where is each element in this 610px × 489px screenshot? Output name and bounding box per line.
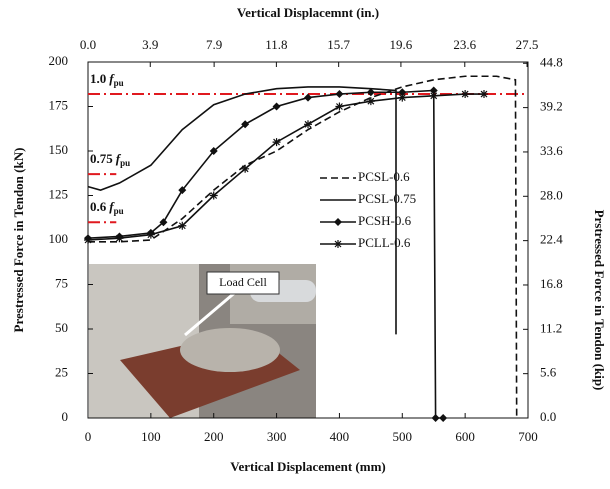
reference-var: f bbox=[109, 71, 115, 86]
reference-label: 1.0 fpu bbox=[90, 71, 124, 88]
marker bbox=[146, 230, 155, 239]
x-tick-label: 300 bbox=[267, 429, 287, 444]
marker bbox=[431, 414, 440, 422]
marker bbox=[429, 86, 438, 95]
marker bbox=[304, 93, 312, 102]
marker bbox=[209, 191, 218, 200]
x2-tick-label: 27.5 bbox=[516, 37, 539, 52]
marker bbox=[429, 91, 438, 100]
y-tick-label: 75 bbox=[55, 275, 68, 290]
reference-coef: 0.75 bbox=[90, 151, 113, 166]
marker bbox=[115, 234, 124, 243]
marker bbox=[209, 147, 218, 155]
x-tick-label: 0 bbox=[85, 429, 92, 444]
marker bbox=[178, 221, 187, 230]
x2-tick-label: 3.9 bbox=[142, 37, 158, 52]
y-tick-label: 175 bbox=[49, 97, 69, 112]
y-axis-title: Prestressed Force in Tendon (kN) bbox=[11, 148, 26, 333]
y-tick-label: 125 bbox=[49, 186, 69, 201]
reference-var: f bbox=[116, 151, 122, 166]
x2-tick-label: 23.6 bbox=[453, 37, 476, 52]
annotation-box bbox=[206, 271, 280, 295]
legend-label: PCSH-0.6 bbox=[358, 213, 412, 228]
marker bbox=[304, 120, 312, 129]
reference-label: 0.75 fpu bbox=[90, 151, 130, 168]
marker bbox=[439, 414, 448, 422]
y-tick-label: 100 bbox=[49, 231, 69, 246]
inset-photo bbox=[89, 264, 316, 418]
marker bbox=[398, 88, 407, 97]
x2-tick-label: 0.0 bbox=[80, 37, 96, 52]
marker bbox=[366, 88, 375, 97]
marker bbox=[84, 236, 92, 244]
y2-axis-title: Prstressed Force in Tendon (kip) bbox=[592, 210, 607, 391]
legend-label: PCSL-0.6 bbox=[358, 169, 410, 184]
reference-coef: 0.6 bbox=[90, 199, 107, 214]
x-tick-label: 400 bbox=[330, 429, 350, 444]
marker bbox=[178, 186, 187, 195]
y-tick-label: 200 bbox=[49, 53, 69, 68]
y2-tick-label: 16.8 bbox=[540, 276, 563, 291]
marker bbox=[272, 102, 281, 111]
marker bbox=[272, 138, 281, 147]
marker bbox=[480, 90, 488, 99]
y-tick-label: 25 bbox=[55, 364, 68, 379]
x-tick-label: 700 bbox=[518, 429, 538, 444]
marker bbox=[398, 93, 407, 102]
x2-tick-label: 11.8 bbox=[265, 37, 287, 52]
y2-tick-label: 39.2 bbox=[540, 99, 563, 114]
marker bbox=[366, 97, 375, 106]
x2-tick-label: 7.9 bbox=[206, 37, 222, 52]
marker bbox=[241, 164, 250, 173]
x2-tick-label: 19.6 bbox=[390, 37, 413, 52]
reference-label: 0.6 fpu bbox=[90, 199, 124, 216]
legend-marker bbox=[334, 218, 342, 226]
y2-tick-label: 44.8 bbox=[540, 54, 563, 69]
legend-label: PCSL-0.75 bbox=[358, 191, 416, 206]
x-tick-label: 600 bbox=[455, 429, 475, 444]
legend-label: PCLL-0.6 bbox=[358, 235, 411, 250]
annotation: Load Cell bbox=[219, 275, 267, 289]
series-line bbox=[87, 93, 484, 241]
x-axis-title: Vertical Displacement (mm) bbox=[230, 459, 385, 474]
x-tick-label: 500 bbox=[393, 429, 413, 444]
reference-sub: pu bbox=[120, 158, 130, 168]
y-tick-label: 50 bbox=[55, 320, 68, 335]
reference-sub: pu bbox=[114, 78, 124, 88]
marker bbox=[335, 90, 344, 99]
y2-tick-label: 33.6 bbox=[540, 143, 563, 158]
x-tick-label: 100 bbox=[141, 429, 161, 444]
legend-marker bbox=[334, 240, 342, 248]
x-tick-label: 200 bbox=[204, 429, 224, 444]
marker bbox=[335, 102, 344, 111]
y2-tick-label: 0.0 bbox=[540, 409, 556, 424]
y2-tick-label: 5.6 bbox=[540, 365, 557, 380]
marker bbox=[461, 90, 470, 99]
marker bbox=[241, 120, 250, 129]
reference-coef: 1.0 bbox=[90, 71, 106, 86]
reference-sub: pu bbox=[114, 206, 124, 216]
y2-tick-label: 11.2 bbox=[540, 320, 562, 335]
reference-var: f bbox=[109, 199, 115, 214]
y2-tick-label: 28.0 bbox=[540, 187, 563, 202]
marker bbox=[159, 218, 168, 227]
y2-tick-label: 22.4 bbox=[540, 232, 563, 247]
x2-tick-label: 15.7 bbox=[327, 37, 350, 52]
y-tick-label: 0 bbox=[62, 409, 69, 424]
y-tick-label: 150 bbox=[49, 142, 69, 157]
series-line bbox=[88, 75, 518, 419]
x2-axis-title: Vertical Displacemnt (in.) bbox=[237, 5, 379, 20]
